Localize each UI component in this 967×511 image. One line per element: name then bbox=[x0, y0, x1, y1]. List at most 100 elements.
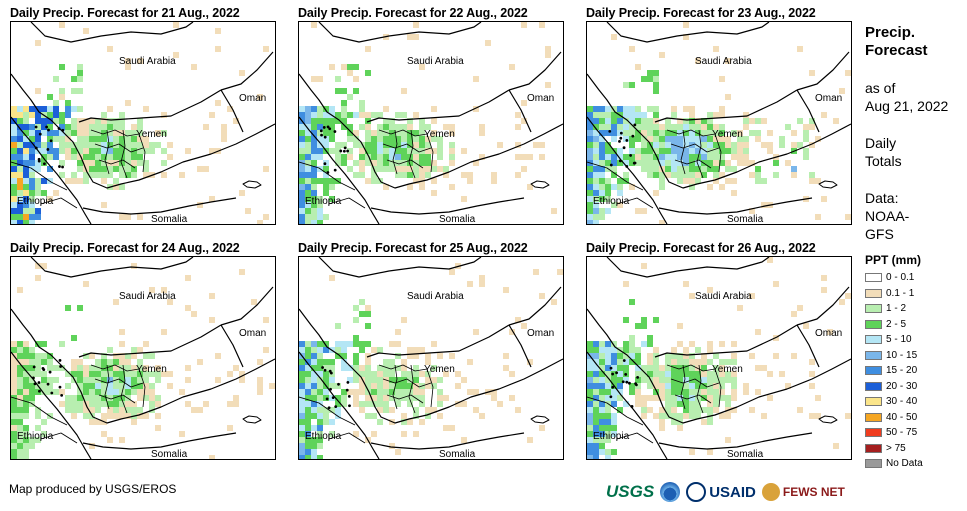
precip-cell bbox=[311, 413, 317, 419]
precip-cell bbox=[137, 389, 143, 395]
precip-cell bbox=[119, 329, 125, 335]
precip-cell bbox=[365, 124, 371, 130]
precip-cell bbox=[11, 184, 17, 190]
precip-cell bbox=[59, 160, 65, 166]
precip-cell bbox=[593, 118, 599, 124]
precip-cell bbox=[605, 455, 611, 459]
precip-cell bbox=[149, 148, 155, 154]
precip-cell bbox=[83, 172, 89, 178]
precip-cell bbox=[83, 389, 89, 395]
precip-cell bbox=[359, 106, 365, 112]
precip-cell bbox=[311, 130, 317, 136]
precip-cell bbox=[305, 112, 311, 118]
precip-cell bbox=[335, 383, 341, 389]
precip-cell bbox=[131, 389, 137, 395]
precip-cell bbox=[653, 413, 659, 419]
precip-cell bbox=[377, 365, 383, 371]
precip-cell bbox=[125, 401, 131, 407]
precip-cell bbox=[413, 148, 419, 154]
precip-cell bbox=[17, 431, 23, 437]
precip-cell bbox=[83, 353, 89, 359]
precip-cell bbox=[425, 377, 431, 383]
precip-cell bbox=[47, 148, 53, 154]
island-dot bbox=[325, 397, 329, 401]
precip-cell bbox=[707, 287, 713, 293]
precip-cell bbox=[95, 389, 101, 395]
island-dot bbox=[609, 366, 613, 370]
island-dot bbox=[43, 162, 46, 166]
precip-cell bbox=[89, 142, 95, 148]
precip-cell bbox=[359, 365, 365, 371]
precip-cell bbox=[11, 214, 17, 220]
precip-cell bbox=[371, 172, 377, 178]
precip-cell bbox=[191, 407, 197, 413]
precip-cell bbox=[353, 76, 359, 82]
precip-cell bbox=[89, 377, 95, 383]
precip-cell bbox=[23, 371, 29, 377]
island-dot bbox=[634, 383, 638, 387]
precip-cell bbox=[443, 166, 449, 172]
precip-cell bbox=[425, 160, 431, 166]
precip-cell bbox=[725, 94, 731, 100]
precip-cell bbox=[803, 130, 809, 136]
island-dot bbox=[333, 168, 337, 172]
precip-cell bbox=[671, 136, 677, 142]
precip-cell bbox=[695, 118, 701, 124]
precip-cell bbox=[527, 184, 533, 190]
legend-item: 1 - 2 bbox=[865, 301, 923, 317]
precip-cell bbox=[107, 124, 113, 130]
precip-cell bbox=[593, 437, 599, 443]
precip-cell bbox=[131, 371, 137, 377]
precip-cell bbox=[803, 323, 809, 329]
precip-cell bbox=[617, 160, 623, 166]
map-label-yemen: Yemen bbox=[712, 129, 743, 140]
precip-cell bbox=[107, 371, 113, 377]
boundary-line bbox=[508, 324, 532, 368]
precip-cell bbox=[809, 172, 815, 178]
precip-cell bbox=[653, 389, 659, 395]
boundary-line bbox=[696, 129, 704, 179]
precip-cell bbox=[659, 425, 665, 431]
precip-cell bbox=[611, 136, 617, 142]
precip-cell bbox=[23, 142, 29, 148]
precip-cell bbox=[677, 160, 683, 166]
precip-cell bbox=[617, 377, 623, 383]
precip-cell bbox=[467, 172, 473, 178]
precip-cell bbox=[11, 142, 17, 148]
precip-cell bbox=[647, 130, 653, 136]
precip-cell bbox=[677, 130, 683, 136]
legend-item: 15 - 20 bbox=[865, 363, 923, 379]
precip-cell bbox=[131, 136, 137, 142]
precip-cell bbox=[701, 118, 707, 124]
precip-cell bbox=[713, 142, 719, 148]
precip-cell bbox=[407, 118, 413, 124]
precip-cell bbox=[137, 148, 143, 154]
map-label-oman: Oman bbox=[815, 328, 842, 339]
forecast-panel-3: Daily Precip. Forecast for 23 Aug., 2022… bbox=[586, 6, 852, 238]
precip-cell bbox=[701, 365, 707, 371]
precip-cell bbox=[479, 275, 485, 281]
precip-cell bbox=[695, 142, 701, 148]
precip-cell bbox=[389, 142, 395, 148]
precip-cell bbox=[587, 112, 593, 118]
precip-cell bbox=[713, 46, 719, 52]
precip-cell bbox=[389, 365, 395, 371]
precip-cell bbox=[803, 136, 809, 142]
precip-cell bbox=[113, 371, 119, 377]
precip-cell bbox=[131, 401, 137, 407]
precip-cell bbox=[35, 365, 41, 371]
precip-cell bbox=[305, 106, 311, 112]
precip-cell bbox=[335, 395, 341, 401]
precip-cell bbox=[401, 166, 407, 172]
precip-cell bbox=[323, 130, 329, 136]
precip-cell bbox=[263, 166, 269, 172]
precip-cell bbox=[395, 389, 401, 395]
precip-cell bbox=[95, 130, 101, 136]
precip-cell bbox=[599, 160, 605, 166]
precip-cell bbox=[89, 395, 95, 401]
precip-cell bbox=[53, 130, 59, 136]
precip-cell bbox=[119, 383, 125, 389]
precip-cell bbox=[107, 389, 113, 395]
precip-cell bbox=[71, 407, 77, 413]
precip-cell bbox=[599, 106, 605, 112]
